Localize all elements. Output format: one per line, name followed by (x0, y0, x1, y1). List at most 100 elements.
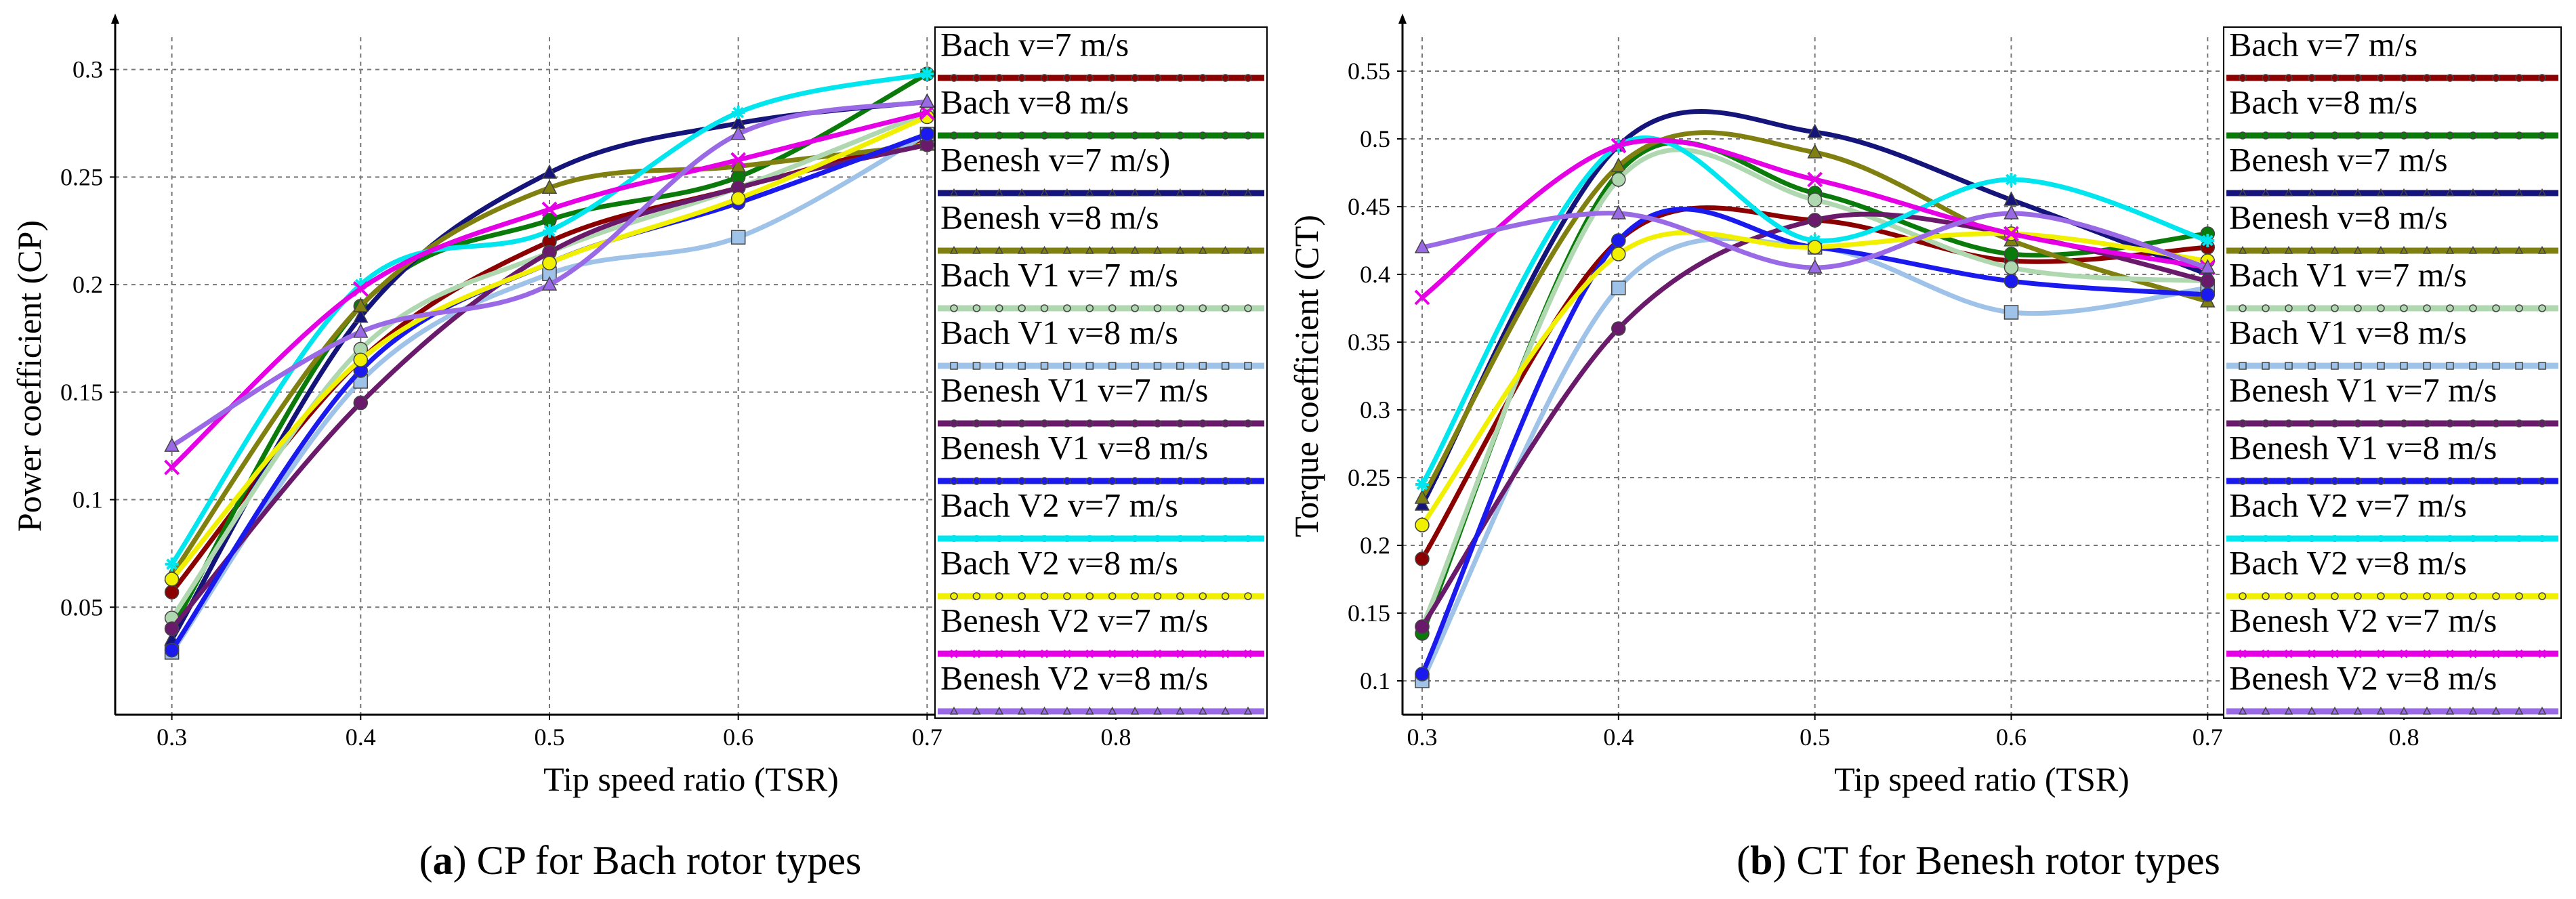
legend-swatch-marker (2445, 245, 2455, 254)
legend-swatch-marker (995, 706, 1004, 715)
x-tick-label: 0.3 (157, 724, 187, 751)
legend-swatch-marker (2492, 74, 2500, 82)
legend-swatch-marker (2491, 188, 2501, 196)
y-axis-arrow (111, 14, 119, 24)
legend-box (934, 26, 1268, 719)
legend-swatch-marker (2239, 304, 2247, 312)
legend-swatch-marker (2469, 74, 2477, 82)
legend-swatch-marker (2446, 74, 2454, 82)
legend-swatch-marker (2353, 649, 2363, 658)
legend-swatch-marker (1130, 245, 1140, 254)
data-point (164, 572, 180, 587)
data-point (919, 93, 935, 108)
chart-cp-bach: 0.3 0.4 0.5 0.6 0.7 0.8 0.05 0.1 0.15 0.2 0.25 0.3 T… (10, 14, 1268, 883)
legend-item: Bach V1 v=7 m/s (2226, 256, 2558, 312)
legend-swatch-marker (2284, 245, 2293, 254)
legend-swatch-marker (1063, 419, 1071, 427)
legend-swatch-marker (2491, 245, 2501, 254)
legend-swatch-marker (1108, 245, 1117, 254)
legend-swatch-marker (2354, 304, 2362, 312)
legend-swatch-marker (1085, 592, 1094, 600)
legend-swatch-marker (1153, 362, 1162, 370)
legend-item: Benesh V1 v=7 m/s (938, 371, 1264, 427)
legend-swatch-marker (1062, 188, 1072, 196)
legend-swatch-marker (1108, 362, 1117, 370)
y-axis-arrow (1398, 14, 1407, 24)
legend-swatch-marker (995, 131, 1003, 140)
legend-label: Bach v=7 m/s (940, 26, 1129, 64)
legend-swatch-marker (1063, 362, 1071, 370)
legend-swatch-marker (2308, 74, 2316, 82)
legend-swatch-marker (2377, 304, 2385, 312)
legend-swatch-marker (2377, 74, 2385, 82)
legend-label: Benesh v=7 m/s) (940, 141, 1170, 179)
caption-paren-open: ( (1737, 838, 1750, 883)
legend-swatch-marker (2424, 535, 2430, 542)
legend-swatch-marker (2330, 706, 2340, 715)
data-point (542, 224, 556, 238)
legend-swatch-marker (2469, 477, 2477, 485)
legend-item: Benesh V2 v=8 m/s (2226, 659, 2558, 715)
legend-swatch-marker (2514, 706, 2524, 715)
data-point (1807, 240, 1823, 255)
legend-swatch-marker (2423, 74, 2431, 82)
data-point (1611, 280, 1626, 295)
legend-swatch-marker (2399, 188, 2409, 196)
legend-swatch-marker (2239, 131, 2247, 140)
legend-swatch-marker (2285, 419, 2293, 427)
data-point (1611, 247, 1626, 262)
legend-swatch-marker (1085, 362, 1094, 370)
legend-item: Bach V1 v=8 m/s (2226, 314, 2558, 370)
legend-swatch-marker (2308, 535, 2315, 542)
legend-swatch-marker (995, 74, 1003, 82)
legend-swatch-marker (1063, 304, 1071, 312)
legend-swatch-marker (2537, 245, 2547, 254)
data-point (353, 352, 369, 367)
legend-swatch-marker (2353, 245, 2363, 254)
y-tick-label: 0.3 (72, 56, 103, 83)
legend-swatch-marker (972, 419, 981, 427)
legend-swatch-marker (2354, 74, 2362, 82)
legend-swatch-marker (2238, 706, 2247, 715)
y-tick-label: 0.05 (60, 593, 103, 621)
legend-swatch-marker (1018, 304, 1026, 312)
legend-label: Bach V2 v=8 m/s (940, 544, 1178, 582)
legend-swatch-marker (2446, 131, 2454, 140)
legend-swatch-marker (1131, 592, 1139, 600)
legend-swatch-marker (1131, 362, 1139, 370)
data-point (1807, 192, 1823, 207)
legend-swatch-marker (1040, 362, 1049, 370)
data-point (731, 106, 745, 120)
legend-swatch-marker (1018, 419, 1026, 427)
legend-swatch-marker (1245, 535, 1251, 542)
data-point (1414, 489, 1430, 504)
legend-swatch-marker (2376, 706, 2386, 715)
x-tick-label: 0.6 (1996, 724, 2027, 751)
legend-item: Benesh V2 v=7 m/s (2226, 602, 2558, 658)
legend-swatch-marker (2400, 477, 2408, 485)
data-point (353, 308, 369, 323)
legend-swatch-marker (1085, 419, 1094, 427)
legend-swatch-marker (2262, 304, 2270, 312)
legend-swatch-marker (2491, 706, 2501, 715)
legend-swatch-marker (1131, 131, 1139, 140)
y-tick-label: 0.5 (1360, 125, 1390, 152)
legend-swatch-marker (2515, 477, 2523, 485)
legend-swatch-marker (2446, 362, 2454, 370)
legend-swatch-marker (1221, 304, 1230, 312)
legend-swatch-marker (972, 245, 981, 254)
legend-swatch-marker (2239, 362, 2247, 370)
legend-swatch-marker (2423, 477, 2431, 485)
legend-swatch-marker (2330, 188, 2340, 196)
legend-swatch-marker (1221, 362, 1230, 370)
data-point (1807, 144, 1823, 159)
legend-swatch-marker (1199, 535, 1207, 542)
x-tick-label: 0.8 (1101, 724, 1131, 751)
legend-swatch-marker (1108, 304, 1117, 312)
legend-swatch-marker (2262, 592, 2270, 600)
legend-swatch-marker (950, 74, 958, 82)
legend-swatch-marker (2285, 304, 2293, 312)
legend-swatch-marker (1018, 477, 1026, 485)
legend-label: Benesh V1 v=8 m/s (940, 429, 1208, 467)
legend-item: Bach v=7 m/s (938, 26, 1264, 82)
